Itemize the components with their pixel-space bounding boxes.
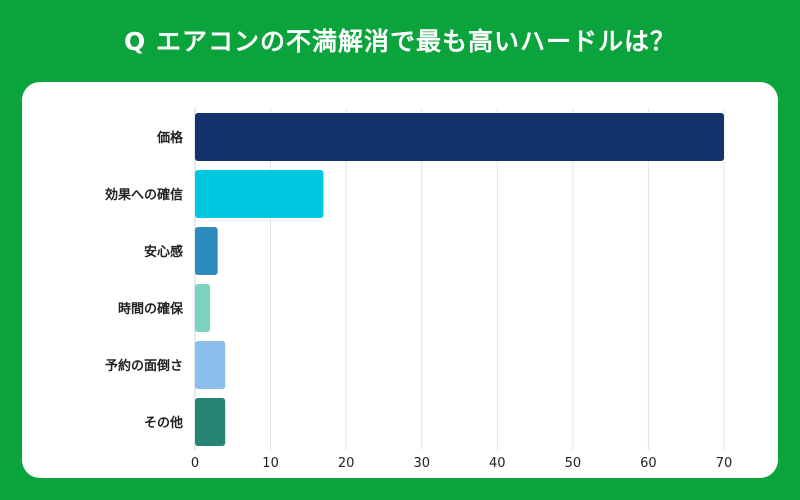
x-tick-label: 20 xyxy=(338,456,355,471)
bar xyxy=(195,113,724,161)
x-tick-label: 40 xyxy=(489,456,506,471)
y-category-label: その他 xyxy=(144,415,183,431)
x-tick-label: 50 xyxy=(565,456,582,471)
bar xyxy=(195,398,226,446)
y-category-label: 予約の面倒さ xyxy=(105,358,183,374)
x-tick-label: 70 xyxy=(716,456,733,471)
x-tick-label: 60 xyxy=(640,456,657,471)
y-category-label: 安心感 xyxy=(144,244,183,260)
bar xyxy=(195,227,218,275)
y-category-label: 時間の確保 xyxy=(118,301,184,317)
y-category-label: 価格 xyxy=(156,130,184,146)
y-category-label: 効果への確信 xyxy=(105,187,183,203)
x-tick-label: 10 xyxy=(262,456,279,471)
chart-title: Q エアコンの不満解消で最も高いハードルは？ xyxy=(124,27,676,56)
bar xyxy=(195,341,226,389)
x-tick-label: 0 xyxy=(191,456,199,471)
bar xyxy=(195,170,324,218)
x-tick-label: 30 xyxy=(413,456,430,471)
bar xyxy=(195,284,211,332)
